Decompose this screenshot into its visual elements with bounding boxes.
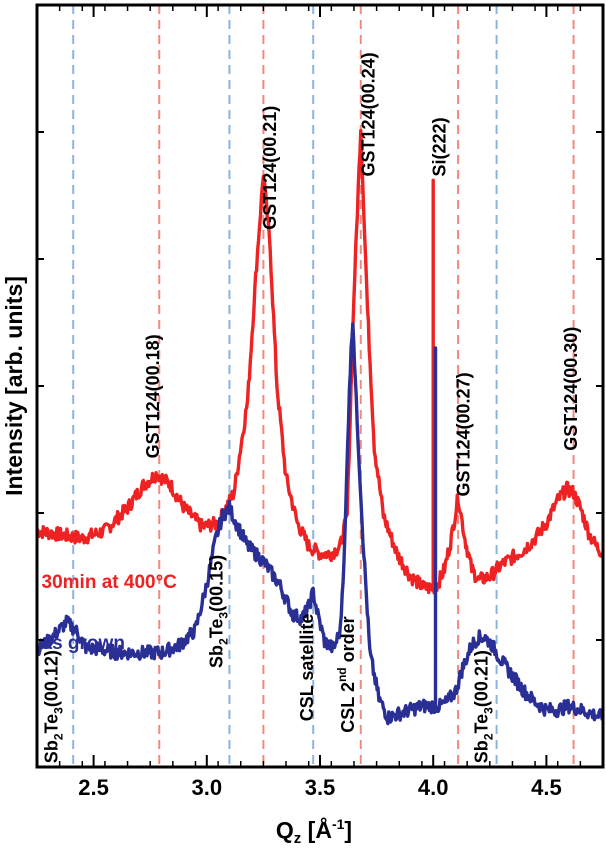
peak-annotation-6: Sb2Te3(00.12)	[41, 650, 65, 763]
x-axis-label-base: Q	[276, 817, 294, 843]
x-tick-label: 3.0	[192, 775, 223, 800]
peak-annotation-4: GST124(00.27)	[453, 372, 473, 496]
peak-annotation-7: Sb2Te3(00.15)	[207, 555, 231, 668]
peak-annotation-3: Si(222)	[430, 117, 450, 176]
x-tick-label: 4.0	[418, 775, 449, 800]
peak-annotation-1: GST124(00.21)	[260, 106, 280, 230]
x-axis-label: Qz [Å-1]	[276, 816, 352, 847]
x-axis-label-close: ]	[344, 817, 352, 843]
peak-annotation-0: GST124(00.18)	[143, 334, 163, 458]
x-tick-label: 2.5	[78, 775, 109, 800]
x-tick-label: 3.5	[305, 775, 336, 800]
series-line-1	[35, 322, 605, 726]
axis-ticks: 2.5 3.0 3.5 4.0 4.5	[36, 5, 604, 800]
peak-annotation-9: CSL 2nd order	[335, 616, 358, 732]
x-tick-label: 4.5	[531, 775, 562, 800]
peak-annotation-5: GST124(00.30)	[561, 327, 581, 451]
series-label-1: as grown	[42, 633, 125, 654]
annotations: GST124(00.18) GST124(00.21) GST124(00.24) S…	[41, 52, 581, 763]
series-label-0: 30min at 400°C	[42, 572, 178, 593]
x-axis-label-unit: [Å	[301, 816, 332, 843]
x-axis-label-sup: -1	[332, 816, 345, 832]
peak-annotation-8: CSL satellite	[297, 614, 317, 722]
series-layer: 30min at 400°C as grown	[35, 128, 605, 726]
peak-annotation-2: GST124(00.24)	[358, 52, 378, 176]
series-line-0	[35, 128, 604, 595]
y-axis-label: Intensity [arb. units]	[1, 276, 27, 496]
x-axis-label-sub: z	[294, 830, 302, 847]
peak-annotation-10: Sb2Te3(00.21)	[472, 650, 496, 763]
